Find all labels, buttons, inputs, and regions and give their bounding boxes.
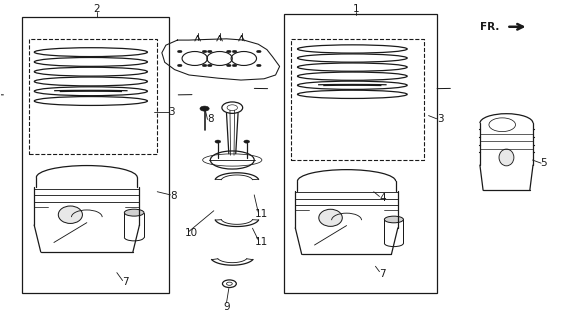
Ellipse shape bbox=[59, 206, 82, 223]
Ellipse shape bbox=[385, 216, 404, 223]
Ellipse shape bbox=[124, 209, 144, 216]
Circle shape bbox=[232, 64, 237, 67]
Text: 3: 3 bbox=[168, 108, 175, 117]
Ellipse shape bbox=[499, 149, 514, 166]
Circle shape bbox=[200, 106, 209, 111]
Bar bbox=[21, 17, 169, 293]
Text: 9: 9 bbox=[223, 301, 230, 312]
Bar bbox=[291, 39, 424, 160]
Text: 8: 8 bbox=[170, 191, 177, 202]
Text: 8: 8 bbox=[207, 114, 213, 124]
Bar bbox=[284, 14, 437, 293]
Text: 7: 7 bbox=[379, 269, 386, 279]
Circle shape bbox=[208, 64, 212, 67]
Text: 10: 10 bbox=[185, 228, 198, 238]
Text: FR.: FR. bbox=[480, 22, 500, 32]
Circle shape bbox=[232, 50, 237, 53]
Text: 1: 1 bbox=[353, 4, 360, 14]
Circle shape bbox=[202, 64, 207, 67]
Circle shape bbox=[244, 140, 249, 143]
Text: 11: 11 bbox=[255, 237, 268, 247]
Text: 7: 7 bbox=[122, 277, 129, 287]
Text: 2: 2 bbox=[93, 4, 100, 14]
Ellipse shape bbox=[319, 209, 342, 226]
Circle shape bbox=[227, 50, 231, 53]
Circle shape bbox=[202, 50, 207, 53]
Text: 11: 11 bbox=[255, 209, 268, 219]
Text: 4: 4 bbox=[379, 193, 386, 203]
Circle shape bbox=[256, 50, 261, 53]
Circle shape bbox=[215, 140, 221, 143]
Circle shape bbox=[256, 64, 261, 67]
Bar bbox=[29, 39, 157, 154]
Circle shape bbox=[227, 64, 231, 67]
Circle shape bbox=[177, 50, 182, 53]
Text: 5: 5 bbox=[541, 158, 548, 168]
Text: 3: 3 bbox=[437, 114, 443, 124]
Circle shape bbox=[177, 64, 182, 67]
Circle shape bbox=[208, 50, 212, 53]
